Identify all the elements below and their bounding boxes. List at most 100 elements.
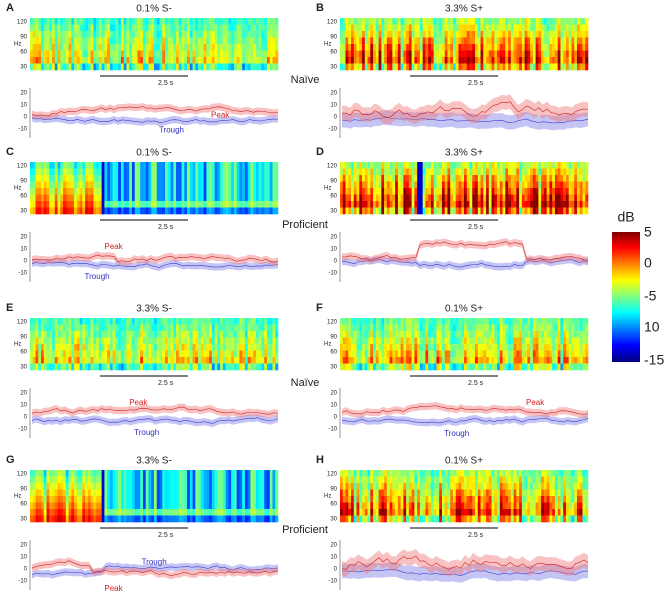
spectrogram-cell — [126, 168, 130, 176]
spectrogram-cell — [35, 357, 39, 364]
spectrogram-cell — [60, 483, 64, 490]
spectrogram-cell — [129, 18, 133, 25]
spectrogram-cell — [480, 162, 484, 169]
spectrogram-cell — [510, 357, 514, 364]
spectrogram-cell — [565, 350, 570, 358]
spectrogram-cell — [422, 188, 426, 195]
spectrogram-cell — [107, 24, 111, 32]
spectrogram-cell — [35, 188, 39, 195]
spectrogram-cell — [444, 207, 448, 215]
spectrogram-cell — [535, 188, 539, 195]
spectrogram-cell — [126, 44, 130, 51]
spectrogram-cell — [233, 63, 237, 71]
spectrogram-cell — [508, 18, 512, 25]
spectrogram-cell — [126, 50, 130, 58]
spectrogram-cell — [79, 57, 83, 64]
spectrogram-cell — [228, 350, 232, 358]
spectrogram-cell — [167, 57, 171, 64]
spectrogram-cell — [441, 357, 446, 364]
spectrogram-cell — [585, 50, 589, 58]
spectrogram-cell — [389, 44, 393, 51]
spectrogram-cell — [79, 175, 83, 182]
spectrogram-cell — [258, 175, 262, 182]
spectrogram-cell — [145, 350, 149, 358]
spectrogram-cell — [447, 201, 451, 208]
spectrogram-cell — [217, 337, 221, 345]
spectrogram-cell — [441, 168, 446, 176]
spectrogram-cell — [535, 168, 539, 176]
spectrogram-cell — [469, 50, 473, 58]
spectrogram-cell — [187, 350, 191, 358]
spectrogram-cell — [447, 207, 451, 215]
spectrogram-cell — [425, 350, 429, 358]
spectrogram-cell — [82, 483, 86, 490]
spectrogram-cell — [565, 57, 570, 64]
spectrogram-cell — [258, 181, 262, 189]
spectrogram-cell — [269, 37, 273, 45]
spectrogram-cell — [198, 207, 202, 215]
spectrogram-cell — [154, 175, 158, 182]
spectrogram-cell — [505, 318, 509, 325]
spectrogram-cell — [264, 37, 268, 45]
spectrogram-cell — [250, 201, 254, 208]
spectrogram-cell — [98, 50, 102, 58]
spectrogram-cell — [184, 194, 188, 202]
spectrogram-cell — [167, 515, 171, 523]
spectrogram-cell — [225, 337, 229, 345]
spectrogram-cell — [140, 324, 144, 332]
spectrogram-cell — [123, 357, 127, 364]
spectrogram-cell — [441, 318, 446, 325]
spectrogram-cell — [85, 194, 89, 202]
spectrogram-cell — [148, 357, 152, 364]
spectrogram-cell — [576, 344, 581, 351]
spectrogram-cell — [389, 63, 393, 71]
spectrogram-cell — [455, 168, 459, 176]
spectrogram-cell — [68, 324, 72, 332]
spectrogram-cell — [386, 207, 390, 215]
spectrogram-cell — [162, 201, 166, 208]
spectrogram-cell — [375, 194, 379, 202]
spectrogram-cell — [411, 331, 415, 338]
spectrogram-cell — [162, 50, 166, 58]
spectrogram-cell — [447, 168, 451, 176]
spectrogram-cell — [109, 470, 113, 477]
spectrogram-cell — [74, 350, 78, 358]
spectrogram-cell — [189, 318, 193, 325]
spectrogram-cell — [541, 344, 545, 351]
spectrogram-cell — [392, 207, 396, 215]
spectrogram-cell — [428, 324, 432, 332]
spectrogram-cell — [255, 350, 260, 358]
spectrogram-cell — [65, 50, 69, 58]
spectrogram-cell — [79, 476, 83, 484]
spectrogram-cell — [535, 331, 539, 338]
spectrogram-cell — [131, 50, 136, 58]
spectrogram-cell — [392, 44, 396, 51]
spectrogram-cell — [140, 44, 144, 51]
spectrogram-cell — [220, 344, 224, 351]
spectrogram-cell — [38, 18, 42, 25]
spectrogram-cell — [582, 350, 586, 358]
spectrogram-cell — [397, 350, 401, 358]
spectrogram-cell — [554, 162, 558, 169]
spectrogram-cell — [211, 201, 215, 208]
spectrogram-cell — [71, 31, 75, 38]
spectrogram-cell — [98, 331, 102, 338]
spectrogram-cell — [340, 63, 344, 71]
spectrogram-cell — [181, 175, 185, 182]
spectrogram-cell — [348, 337, 352, 345]
spectrogram-cell — [557, 344, 561, 351]
spectrogram-cell — [508, 350, 512, 358]
spectrogram-cell — [118, 57, 122, 64]
spectrogram-cell — [82, 470, 86, 477]
spectrogram-cell — [38, 201, 42, 208]
spectrogram-cell — [250, 363, 254, 371]
trace-y-tick-label: 10 — [330, 103, 337, 109]
spectrogram-cell — [120, 502, 124, 510]
spectrogram-cell — [140, 509, 144, 516]
spectrogram-cell — [351, 357, 355, 364]
spectrogram-cell — [118, 188, 122, 195]
spectrogram-cell — [359, 350, 363, 358]
spectrogram-cell — [574, 331, 578, 338]
spectrogram-cell — [255, 201, 260, 208]
spectrogram-cell — [351, 63, 355, 71]
